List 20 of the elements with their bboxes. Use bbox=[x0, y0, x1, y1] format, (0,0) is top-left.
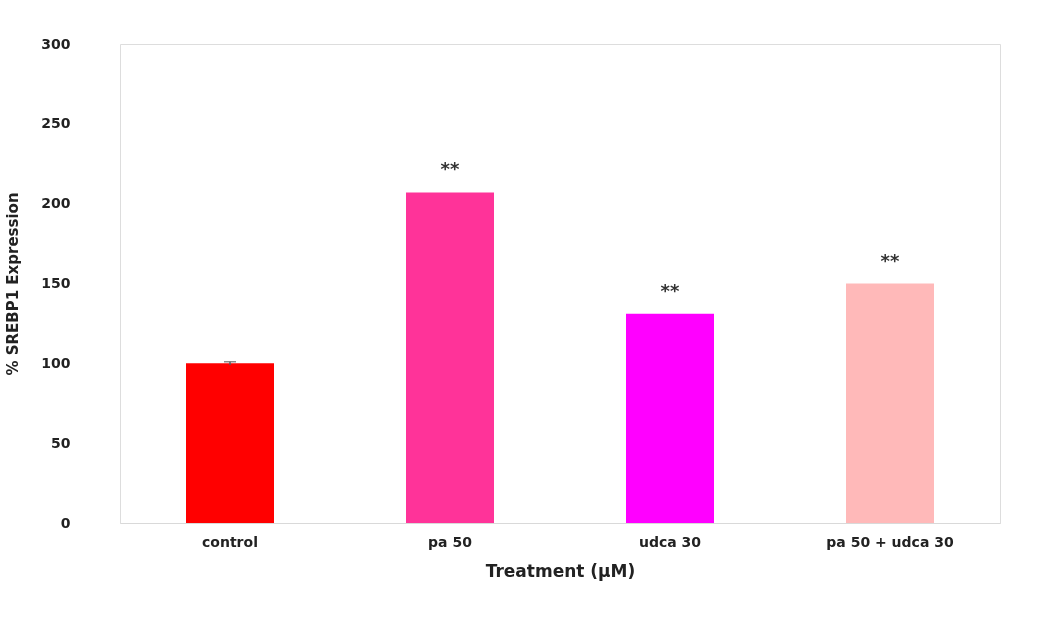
y-tick-label: 200 bbox=[41, 195, 71, 212]
annotation: ** bbox=[660, 279, 680, 301]
x-tick-label: pa 50 bbox=[428, 533, 473, 550]
x-tick-label: pa 50 + udca 30 bbox=[826, 533, 954, 550]
bar bbox=[626, 313, 714, 523]
y-axis-title: % SREBP1 Expression bbox=[4, 192, 23, 376]
y-tick-label: 50 bbox=[51, 434, 71, 451]
y-tick-label: 0 bbox=[60, 514, 71, 531]
annotation: ** bbox=[880, 249, 900, 271]
bar bbox=[846, 283, 934, 523]
annotation: ** bbox=[440, 158, 460, 180]
y-tick-label: 100 bbox=[41, 354, 71, 371]
y-tick-label: 300 bbox=[41, 35, 71, 52]
bar bbox=[186, 363, 274, 523]
y-tick-label: 150 bbox=[41, 275, 71, 291]
bar bbox=[406, 192, 494, 523]
x-tick-label: udca 30 bbox=[638, 533, 702, 550]
x-axis-title: Treatment (µM) bbox=[485, 560, 636, 581]
y-tick-label: 250 bbox=[41, 115, 71, 132]
x-tick-label: control bbox=[202, 533, 258, 550]
